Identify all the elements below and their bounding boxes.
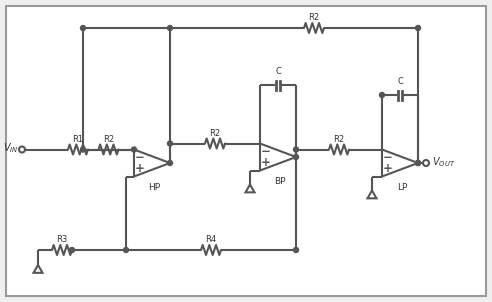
Circle shape: [416, 160, 421, 165]
Text: R2: R2: [103, 135, 114, 144]
Circle shape: [167, 25, 173, 31]
Text: C: C: [397, 76, 403, 85]
Text: R2: R2: [334, 135, 344, 144]
Text: R1: R1: [72, 135, 84, 144]
Circle shape: [294, 147, 299, 152]
Text: $V_{OUT}$: $V_{OUT}$: [432, 155, 456, 169]
Circle shape: [379, 92, 385, 98]
FancyBboxPatch shape: [6, 6, 486, 296]
Text: R2: R2: [210, 129, 220, 138]
Circle shape: [69, 248, 74, 252]
Text: LP: LP: [397, 184, 407, 192]
Text: −: −: [135, 151, 145, 164]
Text: +: +: [135, 162, 145, 175]
Text: HP: HP: [148, 184, 160, 192]
Text: C: C: [275, 66, 281, 76]
Circle shape: [416, 160, 421, 165]
Circle shape: [294, 248, 299, 252]
Circle shape: [423, 160, 429, 166]
Circle shape: [123, 248, 128, 252]
Circle shape: [167, 141, 173, 146]
Text: BP: BP: [274, 178, 286, 187]
Circle shape: [81, 147, 86, 152]
Text: +: +: [261, 156, 271, 169]
Text: +: +: [383, 162, 393, 175]
Circle shape: [294, 155, 299, 159]
Circle shape: [81, 25, 86, 31]
Circle shape: [167, 160, 173, 165]
Text: R2: R2: [308, 14, 320, 23]
Text: $V_{IN}$: $V_{IN}$: [3, 142, 19, 156]
Circle shape: [131, 147, 136, 152]
Text: R4: R4: [206, 236, 216, 245]
Circle shape: [19, 146, 25, 153]
Text: R3: R3: [57, 236, 67, 245]
Text: −: −: [383, 151, 393, 164]
Circle shape: [416, 25, 421, 31]
Text: −: −: [261, 145, 271, 158]
